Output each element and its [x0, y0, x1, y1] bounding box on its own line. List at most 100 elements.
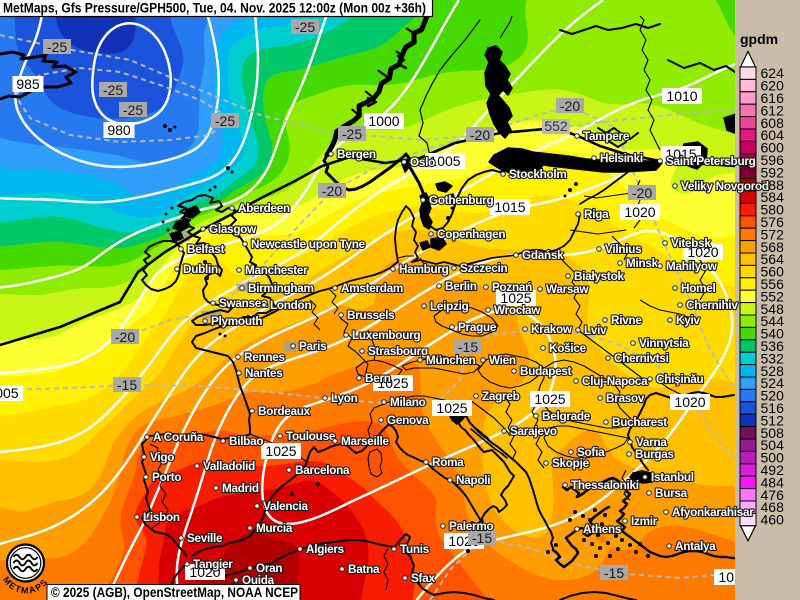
svg-text:Brasov: Brasov	[606, 392, 645, 405]
svg-text:576: 576	[761, 214, 785, 230]
svg-text:Nantes: Nantes	[245, 367, 283, 380]
svg-text:Berlin: Berlin	[445, 280, 477, 293]
svg-text:Szczecin: Szczecin	[460, 262, 507, 275]
svg-text:Stockholm: Stockholm	[509, 168, 567, 181]
svg-text:-15: -15	[472, 530, 492, 546]
svg-text:Tunis: Tunis	[400, 543, 430, 556]
svg-text:Lisbon: Lisbon	[143, 511, 180, 524]
svg-text:-15: -15	[458, 339, 478, 355]
svg-text:468: 468	[761, 499, 785, 515]
svg-text:Palermo: Palermo	[449, 520, 493, 533]
svg-text:Wrocław: Wrocław	[494, 304, 541, 317]
svg-text:Chernihiv: Chernihiv	[686, 299, 738, 312]
svg-text:München: München	[426, 354, 476, 367]
svg-text:Tampere: Tampere	[583, 130, 630, 143]
svg-text:Aberdeen: Aberdeen	[238, 202, 290, 215]
svg-text:© 2025 (AGB), OpenStreetMap, N: © 2025 (AGB), OpenStreetMap, NOAA NCEP	[51, 585, 298, 600]
svg-text:544: 544	[761, 313, 785, 329]
svg-text:-20: -20	[322, 183, 342, 199]
svg-text:568: 568	[761, 239, 785, 255]
svg-text:Košice: Košice	[549, 342, 587, 355]
svg-text:528: 528	[761, 363, 785, 379]
svg-text:Oslo: Oslo	[410, 156, 435, 169]
svg-text:Budapest: Budapest	[520, 365, 572, 378]
svg-text:Strasbourg: Strasbourg	[368, 345, 428, 358]
svg-text:1025: 1025	[265, 443, 296, 459]
svg-text:564: 564	[761, 251, 785, 267]
svg-text:Vilnius: Vilnius	[605, 243, 642, 256]
svg-text:624: 624	[761, 65, 785, 81]
svg-text:Zagreb: Zagreb	[482, 390, 520, 403]
svg-text:Milano: Milano	[390, 396, 426, 409]
svg-text:Algiers: Algiers	[306, 543, 345, 556]
svg-text:Barcelona: Barcelona	[295, 464, 350, 477]
svg-text:484: 484	[761, 474, 785, 490]
svg-text:Birmingham: Birmingham	[248, 282, 314, 295]
svg-text:Prague: Prague	[458, 321, 497, 334]
svg-text:552: 552	[544, 118, 568, 134]
svg-text:Amsterdam: Amsterdam	[341, 282, 403, 295]
svg-text:1005: 1005	[0, 385, 19, 401]
svg-text:524: 524	[761, 375, 785, 391]
svg-text:Bilbao: Bilbao	[229, 435, 263, 448]
svg-text:Luxembourg: Luxembourg	[352, 329, 420, 342]
svg-text:Wien: Wien	[489, 354, 516, 367]
svg-text:-20: -20	[470, 127, 490, 143]
svg-text:492: 492	[761, 462, 785, 478]
svg-text:-25: -25	[215, 113, 235, 129]
svg-text:Madrid: Madrid	[222, 482, 259, 495]
svg-text:Gdańsk: Gdańsk	[522, 249, 564, 262]
svg-text:Swansea: Swansea	[219, 297, 268, 310]
svg-text:1020: 1020	[674, 394, 705, 410]
svg-text:1025: 1025	[500, 290, 531, 306]
svg-text:Minsk: Minsk	[626, 257, 659, 270]
svg-text:Manchester: Manchester	[245, 264, 308, 277]
svg-text:-25: -25	[123, 102, 143, 118]
svg-text:508: 508	[761, 425, 785, 441]
svg-text:-15: -15	[604, 565, 624, 581]
svg-text:1025: 1025	[436, 400, 467, 416]
svg-text:Lviv: Lviv	[584, 324, 607, 337]
svg-text:Brussels: Brussels	[347, 309, 395, 322]
svg-text:Marseille: Marseille	[341, 435, 390, 448]
svg-text:Toulouse: Toulouse	[286, 430, 336, 443]
svg-text:Bursa: Bursa	[655, 487, 688, 500]
svg-text:Chernivtsi: Chernivtsi	[614, 352, 669, 365]
svg-text:548: 548	[761, 301, 785, 317]
svg-text:1005: 1005	[429, 153, 460, 169]
svg-text:-25: -25	[295, 19, 315, 35]
svg-text:Veliky Novgorod: Veliky Novgorod	[681, 180, 769, 193]
svg-text:Mahilyow: Mahilyow	[666, 260, 718, 273]
svg-text:1020: 1020	[189, 564, 220, 580]
svg-text:1020: 1020	[624, 204, 655, 220]
svg-text:985: 985	[16, 76, 40, 92]
svg-text:Vinnytsia: Vinnytsia	[639, 337, 689, 350]
svg-text:584: 584	[761, 189, 785, 205]
svg-text:Belfast: Belfast	[187, 243, 225, 256]
svg-text:1000: 1000	[368, 113, 399, 129]
svg-text:Sarajevo: Sarajevo	[510, 425, 557, 438]
svg-text:Oran: Oran	[256, 562, 282, 575]
svg-text:Rennes: Rennes	[244, 351, 285, 364]
svg-text:608: 608	[761, 115, 785, 131]
svg-text:1020: 1020	[687, 244, 718, 260]
svg-text:-15: -15	[117, 377, 137, 393]
svg-text:532: 532	[761, 350, 785, 366]
svg-text:560: 560	[761, 264, 785, 280]
svg-text:Newcastle upon Tyne: Newcastle upon Tyne	[251, 238, 366, 251]
svg-text:Krakow: Krakow	[531, 323, 573, 336]
svg-text:580: 580	[761, 202, 785, 218]
svg-text:Izmir: Izmir	[631, 515, 658, 528]
svg-text:Murcia: Murcia	[256, 522, 293, 535]
svg-text:Porto: Porto	[152, 471, 181, 484]
svg-text:Kyiv: Kyiv	[676, 314, 700, 327]
svg-text:980: 980	[107, 122, 131, 138]
svg-text:-25: -25	[47, 39, 67, 55]
svg-text:Paris: Paris	[299, 340, 327, 353]
svg-text:Homel: Homel	[681, 282, 715, 295]
svg-text:Belgrade: Belgrade	[542, 410, 591, 423]
svg-text:596: 596	[761, 152, 785, 168]
svg-text:Roma: Roma	[432, 456, 464, 469]
svg-text:476: 476	[761, 487, 785, 503]
svg-text:Bergen: Bergen	[337, 148, 376, 161]
